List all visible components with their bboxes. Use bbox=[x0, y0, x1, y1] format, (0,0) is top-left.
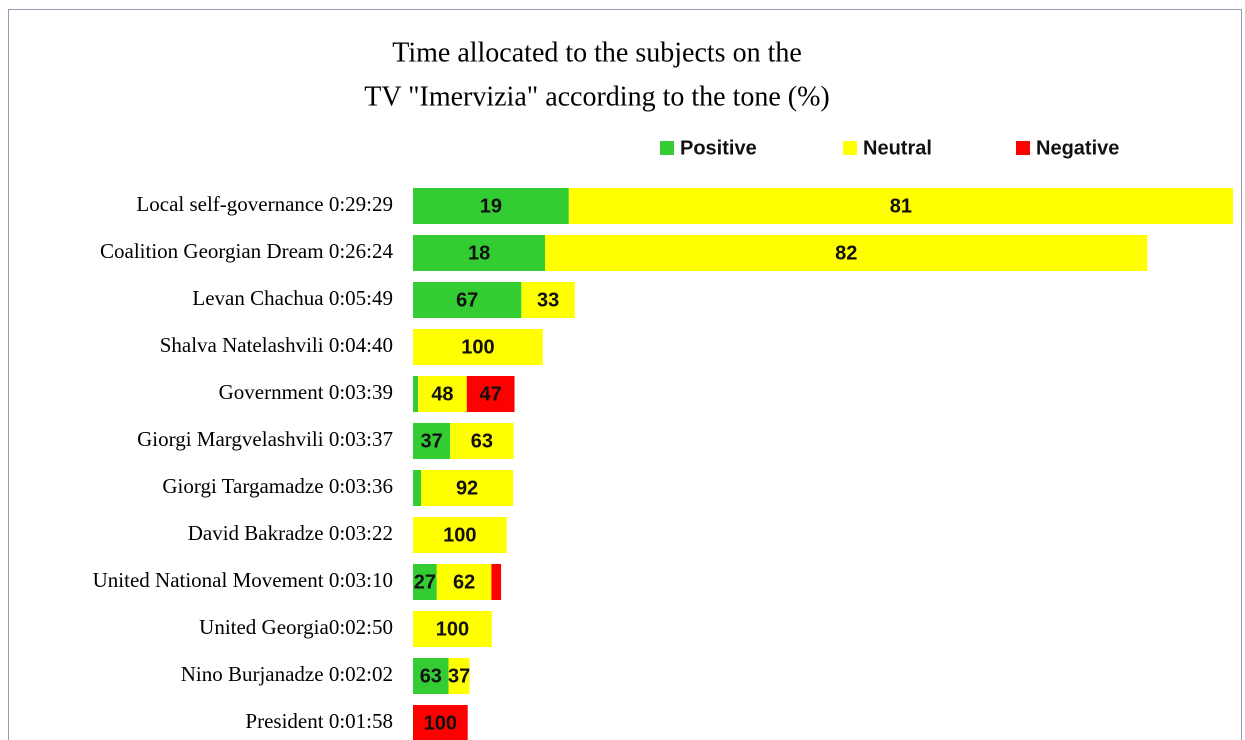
bar-segment bbox=[413, 376, 419, 412]
bar-segment bbox=[448, 658, 470, 694]
legend-label: Negative bbox=[1036, 137, 1119, 159]
value-label: 19 bbox=[480, 195, 502, 217]
bar-segment bbox=[466, 376, 515, 412]
category-label: David Bakradze 0:03:22 bbox=[188, 521, 393, 545]
bar-segment bbox=[491, 564, 502, 600]
value-label: 48 bbox=[431, 383, 453, 405]
category-label: President 0:01:58 bbox=[245, 709, 393, 733]
value-label: 33 bbox=[537, 289, 559, 311]
value-label: 100 bbox=[436, 618, 469, 640]
category-label: Coalition Georgian Dream 0:26:24 bbox=[100, 239, 393, 263]
value-label: 82 bbox=[835, 242, 857, 264]
value-label: 81 bbox=[890, 195, 912, 217]
legend-swatch bbox=[1016, 141, 1030, 155]
bar-segment bbox=[436, 564, 492, 600]
bar-segment bbox=[413, 423, 451, 459]
legend-label: Positive bbox=[680, 137, 757, 159]
value-label: 67 bbox=[456, 289, 478, 311]
bar-segment bbox=[450, 423, 514, 459]
category-label: Giorgi Margvelashvili 0:03:37 bbox=[137, 427, 393, 451]
chart-frame bbox=[8, 9, 1242, 740]
value-label: 27 bbox=[414, 571, 436, 593]
value-label: 63 bbox=[471, 430, 493, 452]
bar-segment bbox=[421, 470, 514, 506]
category-label: Giorgi Targamadze 0:03:36 bbox=[162, 474, 393, 498]
value-label: 100 bbox=[443, 524, 476, 546]
bar-segment bbox=[413, 564, 437, 600]
category-label: Local self-governance 0:29:29 bbox=[136, 192, 393, 216]
bar-segment bbox=[413, 282, 522, 318]
value-label: 18 bbox=[468, 242, 490, 264]
value-label: 63 bbox=[420, 665, 442, 687]
value-label: 100 bbox=[424, 712, 457, 734]
bar-segment bbox=[413, 235, 546, 271]
chart-title: Time allocated to the subjects on the bbox=[392, 37, 802, 68]
category-label: Nino Burjanadze 0:02:02 bbox=[181, 662, 393, 686]
bar-segment bbox=[413, 329, 543, 365]
value-label: 37 bbox=[448, 665, 470, 687]
legend-swatch bbox=[660, 141, 674, 155]
bar-segment bbox=[413, 470, 422, 506]
bar-segment bbox=[413, 188, 569, 224]
legend-label: Neutral bbox=[863, 137, 932, 159]
legend-swatch bbox=[843, 141, 857, 155]
category-label: Levan Chachua 0:05:49 bbox=[192, 286, 393, 310]
bar-segment bbox=[545, 235, 1148, 271]
bar-segment bbox=[521, 282, 575, 318]
category-label: United Georgia0:02:50 bbox=[199, 615, 393, 639]
bar-segment bbox=[413, 705, 468, 740]
value-label: 62 bbox=[453, 571, 475, 593]
bar-segment bbox=[413, 658, 449, 694]
category-label: United National Movement 0:03:10 bbox=[93, 568, 393, 592]
value-label: 47 bbox=[480, 383, 502, 405]
value-label: 92 bbox=[456, 477, 478, 499]
bar-segment bbox=[413, 517, 507, 553]
bar-segment bbox=[418, 376, 467, 412]
chart-subtitle: TV "Imervizia" according to the tone (%) bbox=[364, 81, 830, 112]
value-label: 100 bbox=[461, 336, 494, 358]
value-label: 37 bbox=[420, 430, 442, 452]
bar-segment bbox=[568, 188, 1233, 224]
category-label: Government 0:03:39 bbox=[219, 380, 393, 404]
bar-segment bbox=[413, 611, 492, 647]
category-label: Shalva Natelashvili 0:04:40 bbox=[160, 333, 393, 357]
